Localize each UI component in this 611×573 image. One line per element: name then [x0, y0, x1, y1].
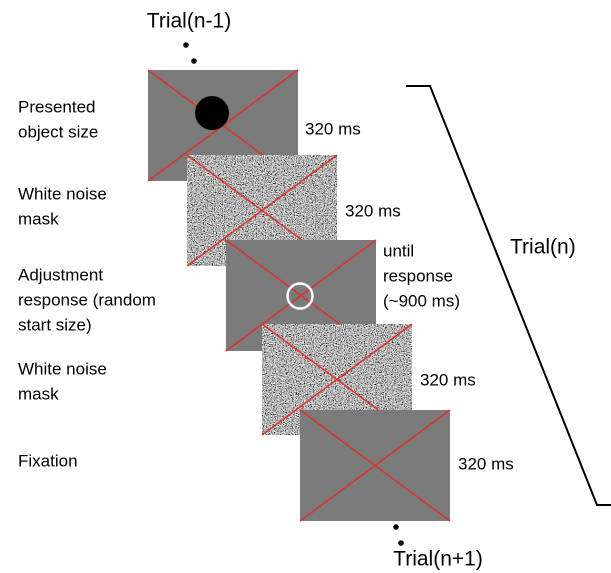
frame-duration: 320 ms: [305, 119, 361, 138]
frame-label: mask: [18, 209, 59, 228]
frame-duration: 320 ms: [345, 201, 401, 220]
dot: [398, 540, 404, 546]
frame-label: response (random: [18, 290, 156, 309]
trial-bracket: [406, 85, 611, 506]
frame-duration: 320 ms: [458, 454, 514, 473]
frame-label: White noise: [18, 184, 107, 203]
red-cross: [186, 154, 338, 267]
frame-label: Fixation: [18, 451, 78, 470]
frame-label: Adjustment: [18, 265, 103, 284]
dot: [183, 42, 189, 48]
frame-duration: until: [383, 241, 414, 260]
adjust-ring: [286, 282, 314, 310]
trial-prev-label: Trial(n-1): [147, 10, 231, 33]
frame-label: start size): [18, 315, 92, 334]
dot: [393, 524, 399, 530]
frame-duration: (~900 ms): [383, 291, 460, 310]
frame-label: Presented: [18, 97, 96, 116]
object-disk: [195, 96, 229, 130]
frame-duration: 320 ms: [420, 370, 476, 389]
frame-label: White noise: [18, 359, 107, 378]
dot: [191, 58, 197, 64]
red-cross: [261, 323, 413, 436]
red-cross: [299, 409, 451, 522]
frame-label: mask: [18, 384, 59, 403]
red-cross: [225, 239, 377, 352]
trial-current-label: Trial(n): [510, 236, 576, 259]
frame: [299, 409, 451, 522]
trial-next-label: Trial(n+1): [393, 548, 483, 571]
frame-label: object size: [18, 122, 98, 141]
frame-duration: response: [383, 266, 453, 285]
